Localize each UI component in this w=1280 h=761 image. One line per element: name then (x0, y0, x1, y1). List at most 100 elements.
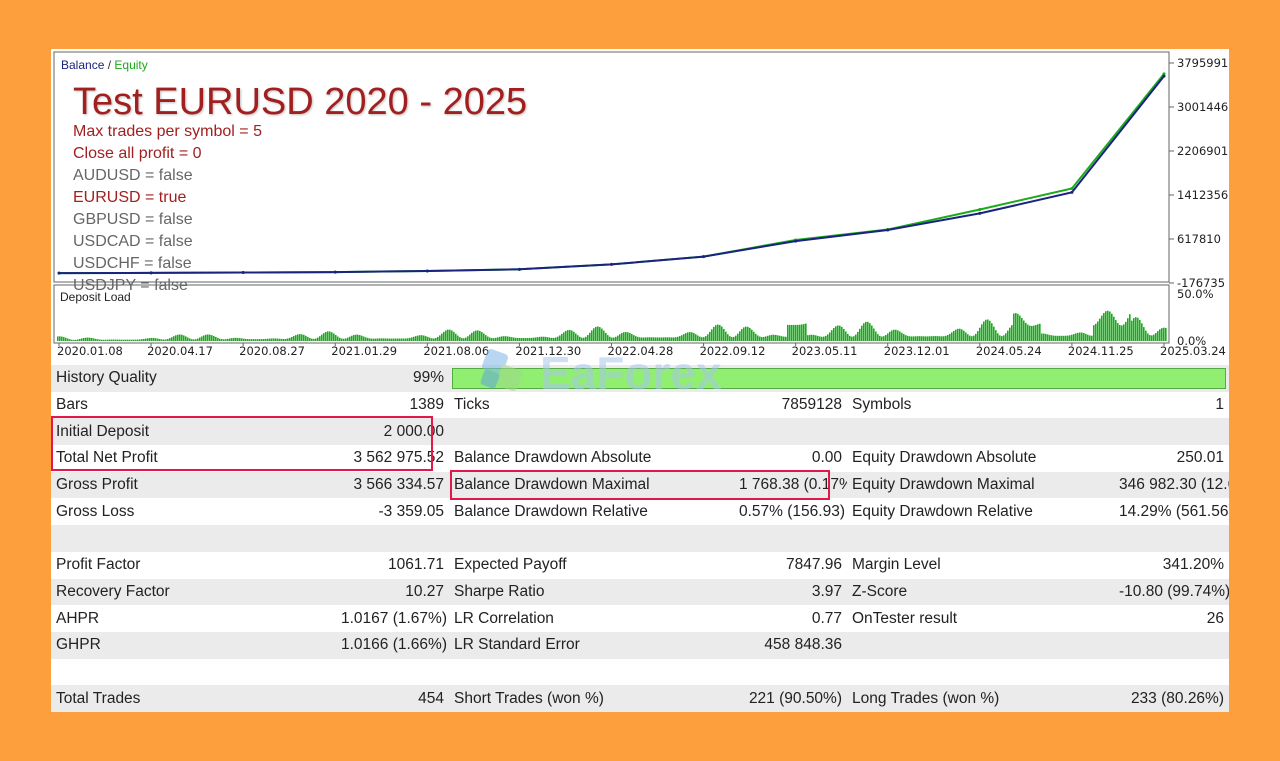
balance-point (57, 271, 61, 275)
stats-row: Recovery Factor 10.27 Sharpe Ratio 3.97 Z-Sc… (51, 578, 1229, 606)
x-tick-label: 2023.05.11 (792, 344, 858, 358)
stats-row (51, 525, 1229, 552)
balance-point (794, 239, 798, 243)
stat-label (449, 658, 734, 686)
balance-point (333, 270, 337, 274)
stat-value: 1389 (336, 391, 449, 419)
stat-value: 250.01 (1114, 445, 1229, 472)
stat-label: Gross Loss (51, 498, 336, 526)
legend-balance: Balance (61, 58, 105, 72)
stat-value: 0.77 (734, 605, 847, 632)
param-line: USDJPY = false (73, 277, 188, 294)
stat-label: Balance Drawdown Absolute (449, 445, 734, 472)
stat-label (847, 658, 1114, 686)
y-tick-label: 1412356 (1177, 188, 1228, 202)
stat-label: Bars (51, 391, 336, 419)
stat-label (847, 418, 1114, 446)
stats-row: Gross Loss -3 359.05 Balance Drawdown Rela… (51, 498, 1229, 526)
stat-label: Balance Drawdown Relative (449, 498, 734, 526)
stat-value: 1061.71 (336, 551, 449, 579)
stat-value: -10.80 (99.74%) (1114, 578, 1229, 606)
stat-value: 26 (1114, 605, 1229, 632)
stat-label: Balance Drawdown Maximal (449, 471, 734, 499)
history-quality-bar-cell (449, 365, 1229, 392)
stat-label (847, 631, 1114, 659)
stat-value: 221 (90.50%) (734, 685, 847, 712)
stat-value: 1.0166 (1.66%) (336, 631, 449, 659)
stats-row: Profit Factor 1061.71 Expected Payoff 7847.… (51, 551, 1229, 579)
param-line: USDCAD = false (73, 233, 193, 250)
stat-value: 14.29% (561.56) (1114, 498, 1229, 526)
deposit-load-tick-label: 0.0% (1177, 334, 1206, 348)
stats-row: History Quality 99% (51, 365, 1229, 392)
stat-label: AHPR (51, 605, 336, 632)
deposit-load-tick-label: 50.0% (1177, 287, 1214, 301)
balance-point (1070, 190, 1074, 194)
stat-value (1114, 658, 1229, 686)
balance-point (149, 271, 153, 275)
stat-label: LR Standard Error (449, 631, 734, 659)
stat-value: 7847.96 (734, 551, 847, 579)
balance-point (978, 211, 982, 215)
balance-point (610, 262, 613, 266)
stat-value: 0.00 (734, 445, 847, 472)
param-line: Max trades per symbol = 5 (73, 123, 262, 140)
y-tick-label: 617810 (1177, 232, 1221, 246)
param-line: GBPUSD = false (73, 211, 193, 228)
x-tick-label: 2021.12.30 (515, 344, 581, 358)
stat-label: Long Trades (won %) (847, 685, 1114, 712)
stat-label: Equity Drawdown Absolute (847, 445, 1114, 472)
y-tick-label: 3795991 (1177, 56, 1228, 70)
balance-equity-chart: 3795991 3001446 2206901 1412356 617810 -17673… (51, 49, 1229, 365)
y-tick-label: 2206901 (1177, 144, 1228, 158)
param-line: EURUSD = true (73, 189, 187, 206)
stat-label: Recovery Factor (51, 578, 336, 606)
chart-svg: 3795991 3001446 2206901 1412356 617810 -17673… (53, 51, 1228, 358)
stat-label: LR Correlation (449, 605, 734, 632)
stat-label: Profit Factor (51, 551, 336, 579)
legend-separator: / (104, 58, 115, 72)
stat-value: 1 768.38 (0.17%) (734, 471, 847, 499)
balance-point (241, 271, 245, 275)
stat-value (734, 525, 847, 552)
stat-value: 346 982.30 (12.65... (1114, 471, 1229, 499)
stat-value (336, 658, 449, 686)
y-tick-label: -176735 (1177, 276, 1225, 290)
stat-value: 454 (336, 685, 449, 712)
stats-row: GHPR 1.0166 (1.66%) LR Standard Error 458 8… (51, 631, 1229, 659)
stats-row (51, 658, 1229, 686)
param-line: USDCHF = false (73, 255, 192, 272)
stat-label (847, 525, 1114, 552)
legend-equity: Equity (114, 58, 148, 72)
stats-row: Total Net Profit 3 562 975.52 Balance Draw… (51, 445, 1229, 472)
stat-label: History Quality (51, 365, 336, 392)
stat-value: 233 (80.26%) (1114, 685, 1229, 712)
stat-value: 3.97 (734, 578, 847, 606)
equity-point (978, 208, 982, 212)
history-quality-bar (452, 368, 1226, 389)
stat-value (1114, 631, 1229, 659)
stat-label: Equity Drawdown Relative (847, 498, 1114, 526)
stat-label: Short Trades (won %) (449, 685, 734, 712)
stat-label: Equity Drawdown Maximal (847, 471, 1114, 499)
x-tick-label: 2020.01.08 (57, 344, 123, 358)
stat-label: Expected Payoff (449, 551, 734, 579)
balance-point (1162, 74, 1166, 78)
stats-row: AHPR 1.0167 (1.67%) LR Correlation 0.77 OnTe… (51, 605, 1229, 632)
stats-row: Total Trades 454 Short Trades (won %) 221 (… (51, 685, 1229, 712)
balance-point (886, 228, 890, 232)
stat-value: 1.0167 (1.67%) (336, 605, 449, 632)
equity-point (1070, 186, 1074, 190)
stat-label: Margin Level (847, 551, 1114, 579)
stat-label: Ticks (449, 391, 734, 419)
stat-value: 3 562 975.52 (336, 445, 449, 472)
x-tick-label: 2023.12.01 (884, 344, 950, 358)
balance-point (702, 255, 706, 259)
test-title: Test EURUSD 2020 - 2025 (73, 81, 528, 123)
stat-label: Symbols (847, 391, 1114, 419)
x-tick-label: 2025.03.24 (1160, 344, 1226, 358)
stat-value (1114, 525, 1229, 552)
stat-value: 2 000.00 (336, 418, 449, 446)
stat-label (449, 525, 734, 552)
stat-label: GHPR (51, 631, 336, 659)
